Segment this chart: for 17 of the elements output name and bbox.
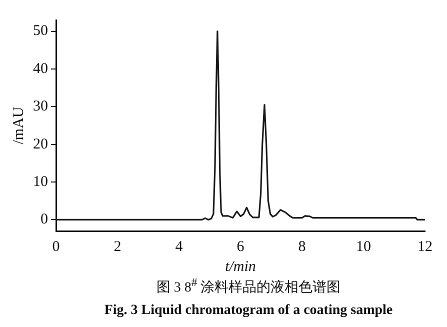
x-tick-label: 8 [298, 238, 306, 255]
x-tick-label: 12 [418, 238, 432, 255]
x-axis-title: t/min [225, 258, 256, 275]
y-axis-title: /mAU [10, 106, 27, 144]
y-tick-label: 10 [33, 174, 48, 190]
caption: Fig. 3 Liquid chromatogram of a coating sample [103, 302, 394, 319]
x-tick-label: 2 [114, 238, 122, 255]
y-tick-label: 50 [33, 23, 48, 40]
x-tick-label: 0 [52, 238, 60, 255]
x-tick-label: 10 [356, 238, 371, 255]
y-tick-label: 40 [33, 60, 48, 77]
y-tick-label: 20 [33, 136, 48, 152]
caption: 图 3 8$^{#}$ 涂料样品的液相色谱图 [155, 276, 342, 297]
y-tick-label: 30 [33, 98, 48, 115]
y-tick-label: 0 [40, 212, 48, 228]
x-tick-label: 6 [236, 238, 245, 255]
x-tick-label: 4 [175, 238, 184, 255]
